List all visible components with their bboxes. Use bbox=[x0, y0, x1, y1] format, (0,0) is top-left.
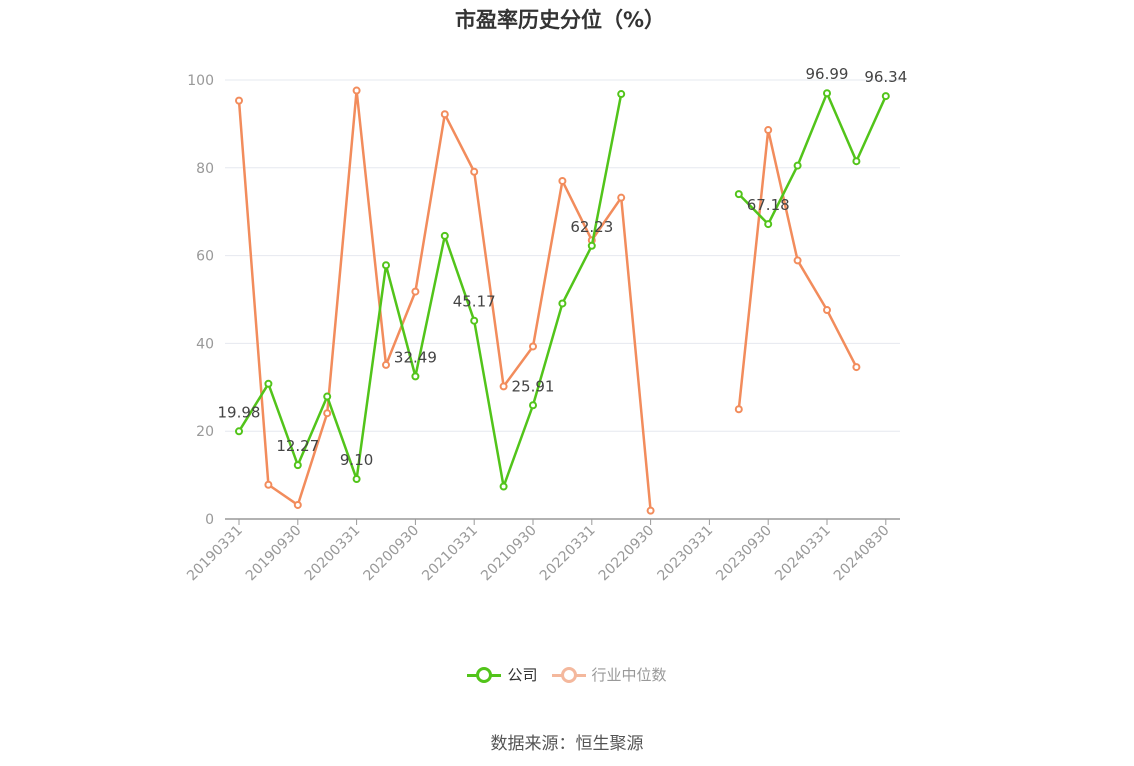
x-tick-label: 20230331 bbox=[655, 523, 717, 585]
x-tick-label: 20210331 bbox=[419, 523, 481, 585]
data-point[interactable] bbox=[382, 261, 390, 270]
legend-item-industry-median[interactable]: 行业中位数 bbox=[551, 664, 667, 685]
data-point[interactable] bbox=[411, 372, 420, 381]
x-tick-label: 20240830 bbox=[831, 523, 893, 585]
legend-label-company: 公司 bbox=[507, 666, 538, 684]
y-tick-label: 0 bbox=[205, 512, 214, 528]
data-label: 12.27 bbox=[276, 437, 319, 455]
legend-swatch-company bbox=[467, 665, 502, 685]
data-point[interactable] bbox=[764, 220, 773, 229]
data-point[interactable] bbox=[293, 461, 302, 470]
series bbox=[235, 86, 890, 515]
data-point[interactable] bbox=[529, 401, 537, 410]
axes: 0 20 40 60 80 100 2019033120190930202003312020… bbox=[184, 73, 900, 584]
data-point[interactable] bbox=[764, 126, 773, 135]
data-point[interactable] bbox=[823, 306, 831, 315]
data-label: 45.17 bbox=[453, 293, 496, 311]
data-label: 25.91 bbox=[512, 377, 555, 395]
x-tick-label: 20220930 bbox=[596, 523, 658, 585]
data-label: 96.99 bbox=[806, 65, 849, 83]
y-tick-label: 60 bbox=[196, 249, 214, 265]
data-point[interactable] bbox=[323, 409, 332, 418]
data-point[interactable] bbox=[529, 342, 537, 351]
data-point[interactable] bbox=[793, 161, 802, 170]
data-point[interactable] bbox=[264, 480, 273, 489]
data-point[interactable] bbox=[499, 482, 508, 491]
data-point[interactable] bbox=[323, 392, 332, 401]
data-point[interactable] bbox=[352, 475, 361, 484]
series-company bbox=[235, 89, 890, 491]
x-tick-label: 20200930 bbox=[361, 523, 423, 585]
x-tick-label: 20190930 bbox=[243, 523, 305, 585]
data-point[interactable] bbox=[470, 167, 479, 176]
data-point[interactable] bbox=[617, 193, 626, 202]
series-line bbox=[237, 93, 623, 488]
data-point[interactable] bbox=[823, 89, 831, 98]
data-point[interactable] bbox=[617, 90, 626, 99]
x-tick-label: 20220331 bbox=[537, 523, 599, 585]
data-label: 19.98 bbox=[218, 403, 261, 421]
data-point[interactable] bbox=[881, 92, 890, 101]
data-point[interactable] bbox=[852, 363, 861, 372]
y-tick-label: 80 bbox=[196, 161, 214, 177]
y-tick-label: 20 bbox=[196, 424, 214, 440]
y-tick-label: 100 bbox=[187, 73, 214, 89]
data-label: 67.18 bbox=[747, 196, 790, 214]
legend-item-company[interactable]: 公司 bbox=[467, 664, 538, 685]
series-line bbox=[737, 128, 858, 410]
data-point[interactable] bbox=[440, 231, 449, 240]
x-tick-label: 20200331 bbox=[302, 523, 364, 585]
legend: 公司 行业中位数 bbox=[0, 664, 1134, 685]
data-point[interactable] bbox=[235, 427, 243, 436]
source-text: 数据来源：恒生聚源 bbox=[490, 734, 644, 754]
data-point[interactable] bbox=[793, 256, 802, 265]
data-point[interactable] bbox=[587, 241, 596, 250]
data-point[interactable] bbox=[264, 379, 273, 388]
data-point[interactable] bbox=[440, 110, 449, 119]
data-point[interactable] bbox=[558, 176, 567, 185]
x-tick-label: 20230930 bbox=[713, 523, 775, 585]
x-tick-label: 20210930 bbox=[478, 523, 540, 585]
data-point[interactable] bbox=[852, 157, 861, 166]
series-line bbox=[737, 91, 887, 226]
data-point[interactable] bbox=[558, 299, 567, 308]
data-label: 9.10 bbox=[340, 451, 373, 469]
data-label: 32.49 bbox=[394, 348, 437, 366]
data-point[interactable] bbox=[646, 506, 655, 515]
data-point[interactable] bbox=[470, 316, 479, 325]
data-point[interactable] bbox=[352, 86, 361, 95]
data-point[interactable] bbox=[235, 96, 243, 105]
x-tick-label: 20190331 bbox=[184, 523, 246, 585]
chart-title: 市盈率历史分位（%） bbox=[454, 8, 666, 32]
legend-swatch-industry-median bbox=[551, 665, 586, 685]
data-labels: 19.98 12.27 9.10 32.49 45.17 25.91 62.23 67.18 9… bbox=[218, 65, 908, 469]
data-point[interactable] bbox=[499, 382, 508, 391]
series-industry-median bbox=[235, 86, 861, 515]
data-point[interactable] bbox=[411, 287, 420, 296]
data-label: 62.23 bbox=[570, 218, 613, 236]
data-point[interactable] bbox=[293, 500, 302, 509]
legend-label-industry-median: 行业中位数 bbox=[591, 666, 667, 684]
grid-lines bbox=[225, 79, 900, 432]
y-tick-label: 40 bbox=[196, 336, 214, 352]
x-tick-label: 20240331 bbox=[772, 523, 834, 585]
data-point[interactable] bbox=[734, 405, 743, 414]
data-point[interactable] bbox=[734, 190, 743, 199]
data-point[interactable] bbox=[382, 360, 390, 369]
data-label: 96.34 bbox=[864, 68, 907, 86]
